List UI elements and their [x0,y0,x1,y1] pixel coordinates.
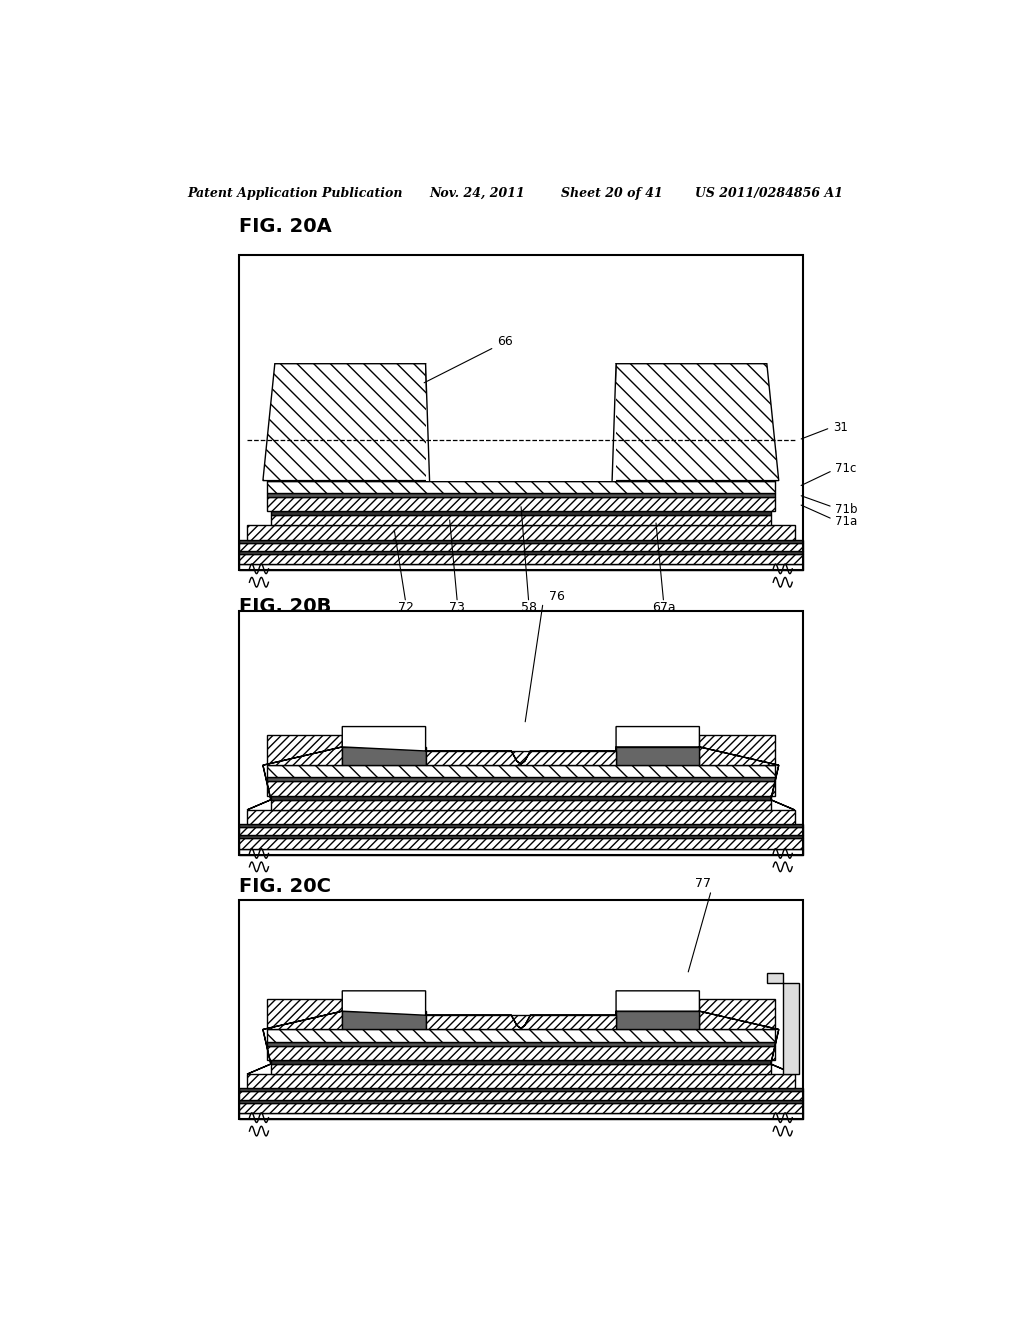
Polygon shape [267,492,775,496]
Text: Sheet 20 of 41: Sheet 20 of 41 [560,187,663,199]
Text: 72: 72 [397,601,414,614]
Polygon shape [267,450,342,480]
Polygon shape [240,1113,803,1119]
Polygon shape [240,543,803,550]
Polygon shape [270,1064,771,1074]
Polygon shape [270,800,771,810]
Text: FIG. 20A: FIG. 20A [240,218,332,236]
Polygon shape [267,1045,775,1060]
Polygon shape [616,1011,699,1030]
Polygon shape [240,1092,803,1100]
Text: 58: 58 [521,601,537,614]
Polygon shape [270,1060,771,1064]
Polygon shape [240,838,803,849]
Text: FIG. 20C: FIG. 20C [240,876,331,896]
Polygon shape [240,550,803,554]
Polygon shape [267,766,775,777]
Text: Patent Application Publication: Patent Application Publication [187,187,403,199]
Text: Nov. 24, 2011: Nov. 24, 2011 [430,187,525,199]
Polygon shape [240,849,803,854]
Polygon shape [247,810,795,824]
Polygon shape [240,1102,803,1113]
Polygon shape [247,1074,795,1089]
Polygon shape [267,999,342,1030]
Polygon shape [426,466,616,480]
Polygon shape [267,735,342,766]
Polygon shape [270,511,771,515]
Text: 67a: 67a [652,601,676,614]
Polygon shape [240,564,803,570]
Polygon shape [267,496,775,511]
Polygon shape [270,796,771,800]
Polygon shape [267,480,775,492]
Polygon shape [240,540,803,543]
Polygon shape [612,364,778,480]
Polygon shape [342,462,426,480]
Text: FIG. 20B: FIG. 20B [240,598,332,616]
Polygon shape [616,462,699,480]
Polygon shape [426,364,616,480]
Polygon shape [240,828,803,836]
Polygon shape [426,751,616,766]
Polygon shape [247,525,795,540]
Text: 77: 77 [695,878,712,890]
Text: 66: 66 [424,335,513,383]
Polygon shape [267,1041,775,1045]
Polygon shape [699,999,775,1030]
Text: 76: 76 [549,590,564,602]
Polygon shape [267,781,775,796]
Text: 71c: 71c [836,462,856,475]
Polygon shape [699,450,775,480]
Polygon shape [699,735,775,766]
Polygon shape [342,747,426,766]
Polygon shape [247,726,795,810]
Polygon shape [342,1011,426,1030]
Polygon shape [240,554,803,564]
Polygon shape [767,973,799,1074]
Text: 71a: 71a [836,515,857,528]
Text: 31: 31 [833,421,848,434]
Polygon shape [247,991,795,1074]
Polygon shape [240,1100,803,1102]
Polygon shape [616,747,699,766]
Polygon shape [426,1015,616,1030]
Polygon shape [240,824,803,828]
Polygon shape [263,364,430,480]
Polygon shape [240,1089,803,1092]
Polygon shape [240,836,803,838]
Polygon shape [267,1030,775,1041]
Text: 71b: 71b [836,503,857,516]
Polygon shape [267,777,775,781]
Text: 73: 73 [450,601,465,614]
Text: US 2011/0284856 A1: US 2011/0284856 A1 [695,187,844,199]
Polygon shape [270,515,771,525]
